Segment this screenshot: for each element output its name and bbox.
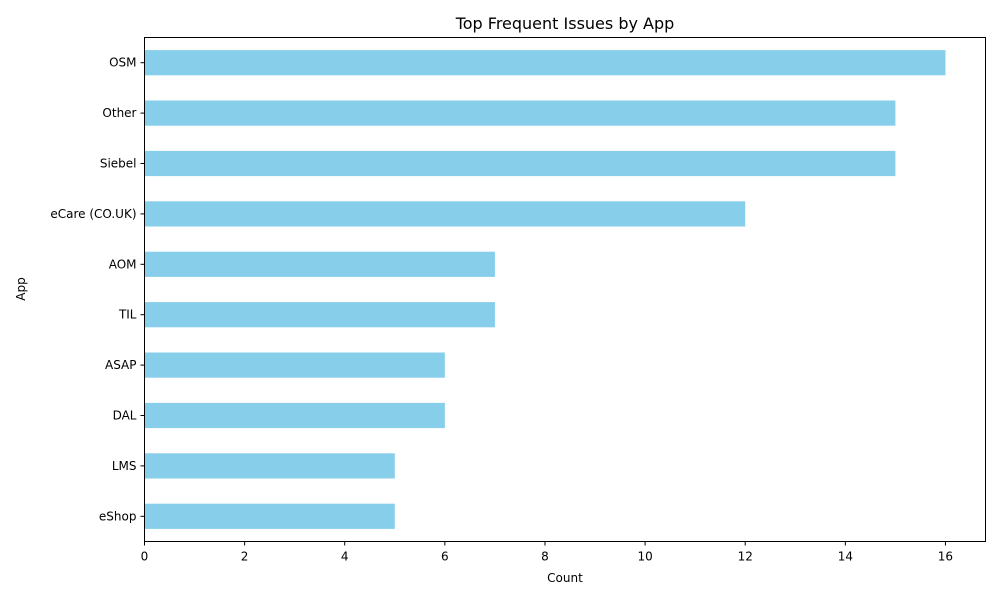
y-tick-label: OSM — [109, 56, 136, 70]
x-tick-label: 0 — [141, 550, 149, 564]
plot-frame — [144, 37, 986, 542]
bar-eshop — [144, 503, 395, 529]
bar-osm — [144, 50, 946, 76]
y-tick-label: eShop — [99, 509, 137, 523]
x-axis-label: Count — [547, 571, 583, 585]
x-tick-label: 14 — [838, 550, 853, 564]
x-tick-label: 12 — [738, 550, 753, 564]
x-tick-label: 4 — [341, 550, 349, 564]
x-tick-label: 16 — [938, 550, 953, 564]
y-axis-label: App — [14, 277, 28, 300]
y-tick-label: eCare (CO.UK) — [50, 207, 136, 221]
bar-aom — [144, 251, 495, 277]
y-tick-label: Other — [102, 106, 136, 120]
y-tick-label: LMS — [112, 459, 137, 473]
y-tick-label: DAL — [113, 409, 137, 423]
bar-lms — [144, 453, 395, 479]
chart-title: Top Frequent Issues by App — [455, 14, 675, 33]
y-axis-ticks: OSM Other Siebel eCare (CO.UK) AOM TIL ASAP DAL… — [50, 56, 145, 523]
x-tick-label: 8 — [541, 550, 549, 564]
y-tick-label: ASAP — [105, 358, 137, 372]
bar-dal — [144, 402, 445, 429]
x-axis-ticks: 0 2 4 6 8 10 12 14 16 — [141, 541, 953, 564]
y-tick-label: TIL — [118, 308, 137, 322]
y-tick-label: AOM — [109, 257, 137, 271]
x-tick-label: 6 — [441, 550, 449, 564]
bar-ecare-co-uk — [144, 201, 746, 227]
bar-other — [144, 100, 896, 126]
bar-til — [144, 302, 495, 328]
x-tick-label: 10 — [637, 550, 652, 564]
x-tick-label: 2 — [241, 550, 249, 564]
bars-group — [144, 50, 946, 529]
bar-siebel — [144, 150, 896, 177]
bar-asap — [144, 352, 445, 378]
y-tick-label: Siebel — [100, 157, 137, 171]
